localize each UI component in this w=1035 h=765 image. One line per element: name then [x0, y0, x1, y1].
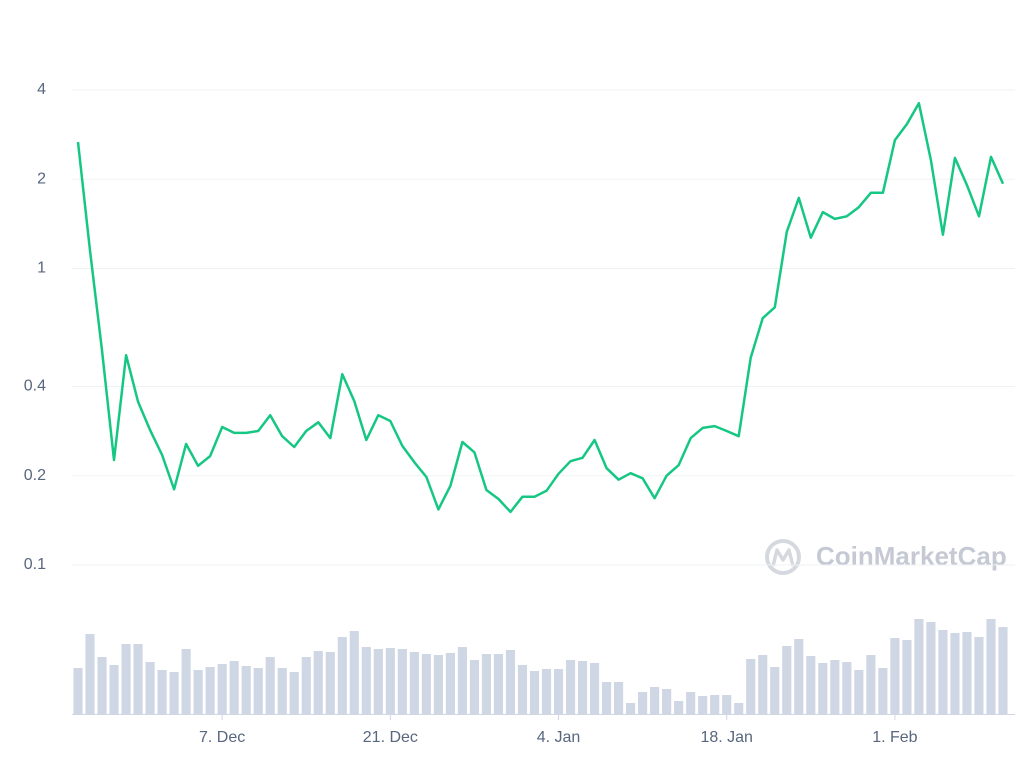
volume-bar — [926, 622, 936, 714]
volume-bar — [938, 630, 948, 714]
volume-bar — [890, 638, 900, 714]
volume-bar — [998, 627, 1008, 714]
volume-bar — [626, 703, 636, 714]
volume-bar — [205, 667, 215, 714]
volume-bar — [85, 634, 95, 714]
volume-bar — [577, 661, 588, 714]
y-tick-label: 0.4 — [24, 378, 46, 395]
volume-bar — [289, 672, 299, 714]
volume-bar — [854, 670, 864, 714]
volume-bar — [121, 644, 131, 714]
volume-bar — [433, 655, 443, 714]
volume-bar — [193, 670, 203, 714]
volume-bar — [229, 661, 239, 714]
volume-bar — [277, 668, 287, 714]
volume-bar — [133, 644, 143, 714]
volume-bar — [181, 649, 191, 714]
x-tick-label: 1. Feb — [872, 729, 917, 746]
volume-bar — [325, 652, 335, 714]
volume-bar — [614, 682, 624, 714]
volume-bar — [746, 659, 756, 714]
volume-bar — [109, 665, 119, 714]
volume-bar — [361, 647, 371, 714]
volume-bar — [445, 653, 455, 714]
volume-bar — [469, 660, 479, 714]
volume-bar — [806, 656, 816, 714]
volume-bar — [313, 651, 323, 714]
volume-bar — [241, 666, 251, 714]
y-tick-label: 0.1 — [24, 556, 46, 573]
y-tick-label: 4 — [37, 81, 46, 98]
y-tick-label: 1 — [37, 260, 46, 277]
volume-bar — [301, 657, 311, 714]
y-tick-label: 2 — [37, 170, 46, 187]
grid — [72, 89, 1015, 566]
volume-bar — [686, 692, 696, 714]
volume-bar — [830, 660, 840, 714]
volume-bar — [722, 695, 732, 714]
volume-bar — [986, 619, 996, 714]
volume-bar — [770, 667, 780, 714]
volume-bar — [950, 633, 960, 714]
volume-bar — [794, 639, 804, 714]
volume-bar — [782, 646, 792, 714]
volume-bar — [157, 670, 167, 714]
volume-bar — [493, 654, 504, 714]
volume-bar — [529, 671, 540, 714]
volume-bar — [169, 672, 179, 714]
volume-bar — [517, 665, 528, 714]
watermark-logo — [765, 539, 801, 575]
volume-bar — [73, 668, 83, 714]
volume-bar — [866, 655, 876, 714]
volume-bar — [842, 662, 852, 714]
price-line — [76, 101, 1005, 514]
volume-bar — [373, 649, 383, 714]
volume-bar — [650, 687, 660, 714]
volume-bar — [481, 654, 492, 714]
volume-bar — [818, 663, 828, 714]
volume-bar — [253, 668, 263, 714]
volume-bar — [145, 662, 155, 714]
volume-bar — [553, 669, 564, 714]
volume-bar — [217, 664, 227, 714]
volume-bar — [674, 701, 684, 714]
volume-bar — [349, 631, 359, 714]
volume-bar — [662, 689, 672, 714]
volume-bar — [565, 660, 576, 714]
volume-bar — [734, 703, 744, 714]
volume-bar — [962, 632, 972, 714]
volume-bar — [541, 669, 552, 714]
volume-bar — [902, 640, 912, 714]
watermark: CoinMarketCap — [816, 541, 1007, 571]
volume-bar — [589, 663, 600, 714]
x-tick-label: 18. Jan — [700, 729, 752, 746]
volume-bar — [710, 695, 720, 714]
volume-bar — [974, 637, 984, 714]
volume-bar — [337, 637, 347, 714]
volume-bar — [421, 654, 431, 714]
volume-bar — [698, 696, 708, 714]
x-tick-label: 7. Dec — [199, 729, 245, 746]
x-tick-label: 21. Dec — [363, 729, 418, 746]
volume-bar — [409, 652, 419, 714]
volume-bar — [385, 648, 395, 714]
volume-bar — [602, 682, 612, 714]
y-tick-label: 0.2 — [24, 467, 46, 484]
volume-bar — [505, 650, 516, 714]
volume-bar — [638, 692, 648, 714]
volume-bar — [397, 649, 407, 714]
volume-bar — [265, 657, 275, 714]
volume-bar — [914, 619, 924, 714]
volume-bar — [758, 655, 768, 714]
x-tick-label: 4. Jan — [537, 729, 581, 746]
volume-bar — [878, 668, 888, 714]
volume-bar — [457, 647, 467, 714]
volume-bar — [97, 657, 107, 714]
